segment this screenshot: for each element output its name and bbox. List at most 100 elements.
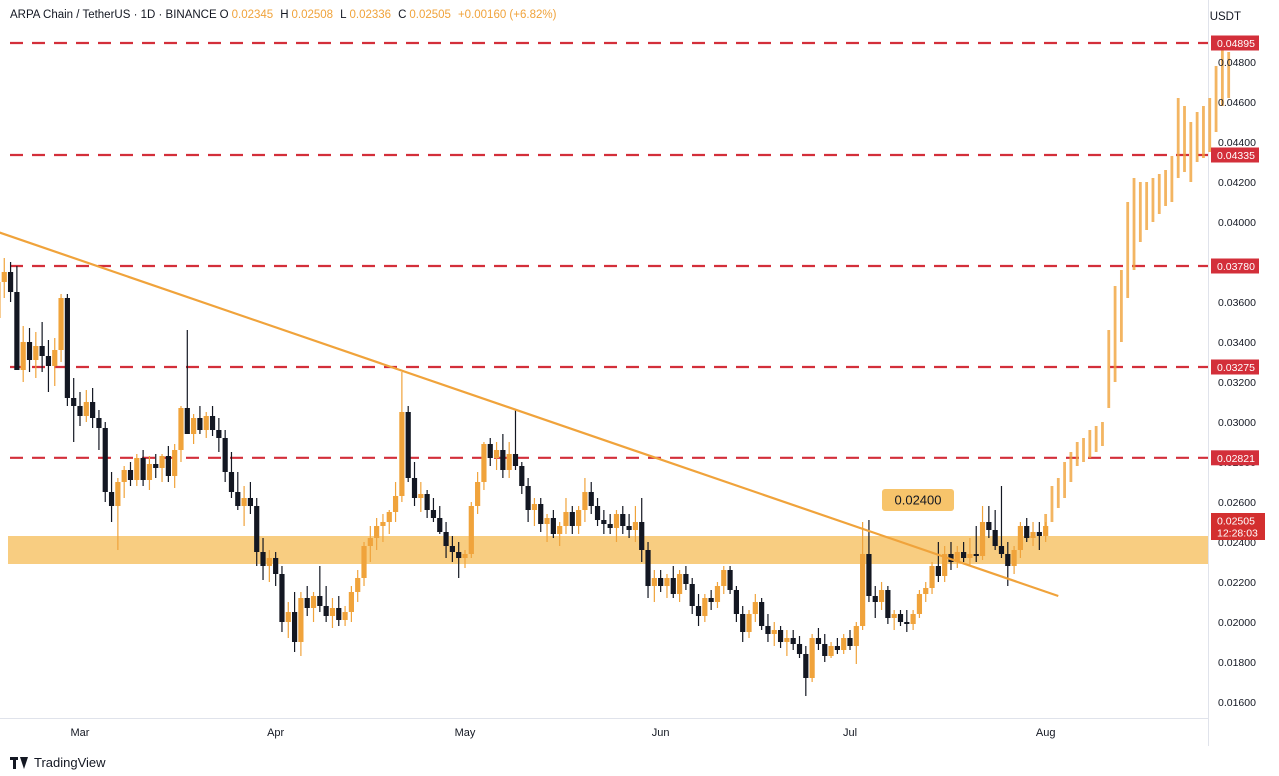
candle-body (298, 598, 304, 642)
tradingview-brand[interactable]: TradingView (10, 755, 106, 770)
candle-body (796, 644, 803, 654)
candle-body (165, 456, 171, 476)
candle-body (361, 546, 367, 578)
projection-bar (1069, 452, 1073, 482)
low-value: 0.02336 (349, 9, 392, 21)
current-price-label: 0.02505 (1217, 516, 1255, 528)
candle-body (866, 554, 872, 596)
projection-bar (1170, 156, 1174, 202)
projection-bar (1056, 478, 1060, 508)
candle-body (979, 522, 986, 556)
y-tick-label: 0.03000 (1218, 417, 1256, 429)
candle-body (885, 590, 891, 618)
candle-body (405, 412, 411, 478)
candle-body (216, 430, 222, 438)
candle-body (203, 416, 209, 430)
y-tick-label: 0.02000 (1218, 617, 1256, 629)
candle-body (392, 496, 399, 512)
candle-body (260, 552, 266, 566)
candle-body (449, 546, 455, 552)
x-tick-label: May (455, 727, 476, 739)
candle-body (127, 470, 134, 480)
candle-body (777, 630, 784, 642)
candle-body (563, 512, 569, 526)
y-tick-label: 0.04000 (1218, 217, 1256, 229)
candle-body (923, 588, 929, 594)
candle-body (519, 466, 525, 486)
candle-body (576, 510, 582, 526)
projection-bar (1113, 286, 1117, 382)
candle-body (380, 522, 386, 526)
candle-body (1017, 526, 1024, 550)
candle-body (1036, 532, 1042, 536)
price-unit-label[interactable]: USDT (1209, 11, 1241, 23)
x-tick-label: Jul (843, 727, 857, 739)
candle-body (942, 554, 948, 576)
candle-body (847, 638, 853, 646)
candle-body (45, 356, 52, 366)
projection-bar (1101, 422, 1104, 446)
candle-body (77, 406, 83, 416)
projection-bar (1082, 438, 1085, 462)
projection-bar (1119, 270, 1123, 342)
high-label: H (280, 9, 289, 21)
candle-body (588, 492, 594, 506)
projection-bar (1208, 98, 1212, 152)
candle-body (153, 464, 159, 468)
candle-body (683, 574, 689, 584)
close-value: 0.02505 (409, 9, 451, 21)
symbol-title[interactable]: ARPA Chain / TetherUS · 1D · BINANCE (10, 9, 217, 21)
candle-body (613, 514, 620, 528)
candle-body (897, 614, 904, 622)
candle-body (399, 412, 405, 496)
candle-body (626, 526, 632, 530)
candle-body (973, 554, 979, 556)
candle-body (702, 598, 708, 616)
candle-body (443, 532, 449, 546)
candle-body (108, 492, 115, 506)
x-tick-label: Mar (71, 727, 90, 739)
candle-body (430, 510, 437, 518)
candle-body (71, 398, 77, 406)
candle-body (209, 416, 216, 430)
candle-body (52, 350, 58, 366)
close-label: C (398, 9, 407, 21)
candle-body (33, 346, 39, 360)
resistance-price-tag (1211, 258, 1259, 274)
resistance-price-tag (1211, 147, 1259, 163)
candle-body (954, 552, 960, 562)
zone-label-box (882, 489, 954, 511)
chart-header: ARPA Chain / TetherUS · 1D · BINANCE O 0.… (10, 9, 556, 21)
candle-body (191, 418, 197, 434)
resistance-price-tag (1211, 359, 1259, 375)
candle-body (544, 518, 550, 524)
candle-body (222, 438, 228, 472)
candle-body (620, 514, 626, 526)
candle-body (1, 272, 7, 282)
candle-body (39, 346, 45, 356)
y-tick-label: 0.03400 (1218, 337, 1256, 349)
candle-body (285, 612, 291, 622)
projection-bar (1151, 178, 1155, 222)
candle-body (475, 482, 481, 506)
candle-body (601, 520, 607, 524)
candle-body (1005, 554, 1011, 566)
candle-body (291, 612, 298, 642)
tradingview-logo-icon (10, 756, 28, 769)
candle-body (273, 558, 279, 574)
projection-bar (1138, 182, 1142, 242)
candle-body (632, 522, 639, 530)
candle-body (424, 494, 430, 510)
candle-body (456, 552, 462, 558)
candle-body (891, 614, 897, 618)
projection-bar (1195, 112, 1199, 162)
candle-body (418, 494, 424, 498)
candle-body (228, 472, 235, 492)
candle-body (790, 638, 796, 644)
bar-countdown-label: 12:28:03 (1217, 528, 1258, 540)
projection-bar (1063, 462, 1066, 498)
candle-body (146, 464, 153, 480)
candle-body (310, 596, 317, 608)
projection-bar (1227, 52, 1231, 98)
